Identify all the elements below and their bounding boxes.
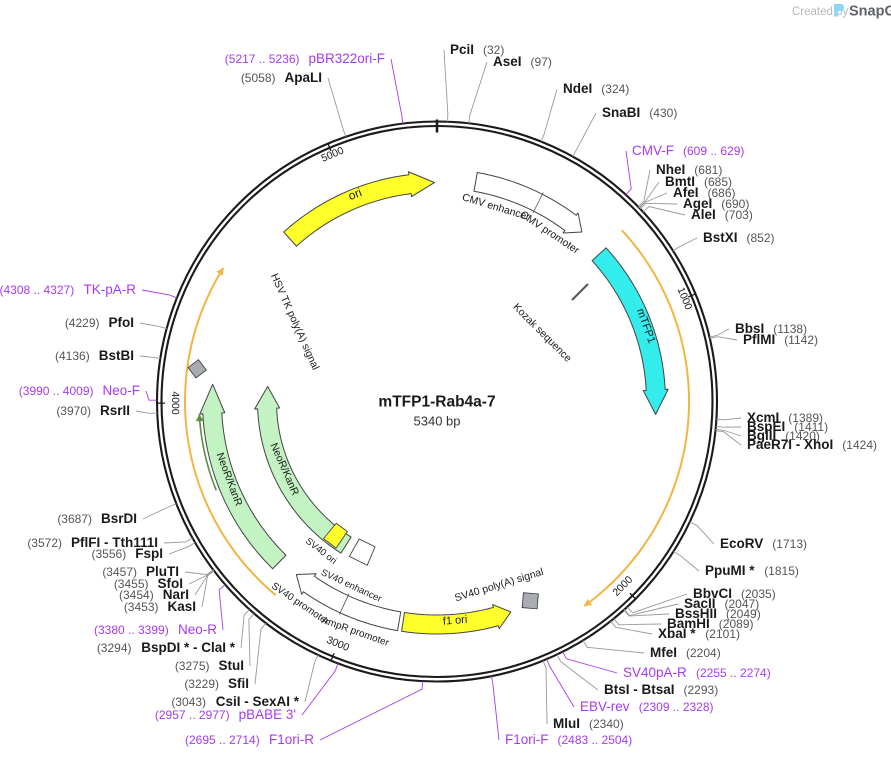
- svg-text:PfoI: PfoI: [109, 315, 135, 330]
- svg-text:(4308 .. 4327): (4308 .. 4327): [0, 283, 74, 297]
- svg-text:(3970): (3970): [56, 404, 91, 418]
- svg-text:F1ori-R: F1ori-R: [269, 732, 314, 747]
- svg-text:EBV-rev: EBV-rev: [580, 699, 630, 714]
- svg-text:(3043): (3043): [171, 695, 206, 709]
- svg-text:(2483 .. 2504): (2483 .. 2504): [558, 733, 633, 747]
- svg-text:BtsI - BtsaI: BtsI - BtsaI: [604, 682, 675, 697]
- svg-text:(1815): (1815): [764, 564, 799, 578]
- svg-text:(2309 .. 2328): (2309 .. 2328): [639, 700, 714, 714]
- svg-text:NdeI: NdeI: [563, 81, 592, 96]
- svg-text:(2957 .. 2977): (2957 .. 2977): [155, 708, 230, 722]
- svg-text:(97): (97): [531, 55, 552, 69]
- svg-text:PaeR7I - XhoI: PaeR7I - XhoI: [747, 437, 833, 452]
- svg-text:(3229): (3229): [184, 677, 219, 691]
- svg-text:(1713): (1713): [772, 537, 807, 551]
- svg-text:Neo-F: Neo-F: [102, 383, 140, 398]
- svg-text:(2695 .. 2714): (2695 .. 2714): [185, 733, 260, 747]
- svg-text:(3457): (3457): [102, 565, 137, 579]
- svg-text:(1142): (1142): [784, 333, 818, 347]
- svg-text:(3380 .. 3399): (3380 .. 3399): [94, 623, 169, 637]
- svg-text:AseI: AseI: [493, 54, 522, 69]
- svg-text:EcoRV: EcoRV: [720, 536, 763, 551]
- svg-text:(703): (703): [725, 208, 753, 222]
- svg-text:pBR322ori-F: pBR322ori-F: [308, 51, 385, 66]
- svg-text:(609 .. 629): (609 .. 629): [683, 144, 744, 158]
- svg-text:(2101): (2101): [705, 627, 740, 641]
- svg-text:SnapGene: SnapGene: [849, 4, 891, 20]
- svg-text:(3687): (3687): [57, 512, 92, 526]
- svg-text:F1ori-F: F1ori-F: [505, 732, 549, 747]
- svg-text:(5217 .. 5236): (5217 .. 5236): [225, 52, 300, 66]
- svg-text:PflMI: PflMI: [743, 332, 775, 347]
- svg-text:MfeI: MfeI: [650, 645, 677, 660]
- svg-text:Neo-R: Neo-R: [178, 622, 217, 637]
- svg-text:(4136): (4136): [55, 349, 90, 363]
- svg-text:XbaI *: XbaI *: [658, 626, 696, 641]
- svg-text:SV40pA-R: SV40pA-R: [623, 665, 687, 680]
- svg-text:(1424): (1424): [842, 438, 877, 452]
- svg-text:ApaLI: ApaLI: [284, 70, 322, 85]
- svg-text:(2340): (2340): [589, 717, 624, 731]
- svg-text:(2204): (2204): [686, 646, 721, 660]
- svg-text:BsrDI: BsrDI: [101, 511, 137, 526]
- svg-text:(3453): (3453): [124, 600, 159, 614]
- svg-text:(430): (430): [649, 106, 677, 120]
- svg-text:SfiI: SfiI: [228, 676, 249, 691]
- svg-text:CMV-F: CMV-F: [632, 143, 674, 158]
- svg-text:BstXI: BstXI: [703, 230, 738, 245]
- svg-text:(3990 .. 4009): (3990 .. 4009): [19, 384, 94, 398]
- svg-text:(3294): (3294): [97, 641, 132, 655]
- svg-text:PpuMI *: PpuMI *: [705, 563, 755, 578]
- svg-text:(4229): (4229): [65, 316, 100, 330]
- svg-text:(3572): (3572): [27, 536, 62, 550]
- svg-text:5340 bp: 5340 bp: [414, 414, 461, 429]
- svg-text:(3455): (3455): [114, 577, 149, 591]
- svg-text:(852): (852): [747, 231, 775, 245]
- svg-text:PciI: PciI: [450, 42, 474, 57]
- svg-text:mTFP1-Rab4a-7: mTFP1-Rab4a-7: [378, 394, 495, 411]
- svg-text:BstBI: BstBI: [99, 348, 134, 363]
- svg-text:(324): (324): [601, 82, 629, 96]
- svg-text:AleI: AleI: [691, 207, 716, 222]
- svg-text:(2293): (2293): [684, 683, 719, 697]
- svg-text:MluI: MluI: [553, 716, 580, 731]
- svg-text:4000: 4000: [169, 391, 181, 415]
- svg-text:PluTI: PluTI: [146, 564, 179, 579]
- svg-text:PflFI - Tth111I: PflFI - Tth111I: [71, 535, 158, 550]
- svg-text:(5058): (5058): [241, 71, 276, 85]
- svg-text:RsrII: RsrII: [100, 403, 130, 418]
- svg-text:BspDI * - ClaI *: BspDI * - ClaI *: [141, 640, 236, 655]
- svg-text:SnaBI: SnaBI: [602, 105, 640, 120]
- svg-text:(2255 .. 2274): (2255 .. 2274): [696, 666, 771, 680]
- svg-text:pBABE 3': pBABE 3': [239, 707, 296, 722]
- svg-text:(3275): (3275): [175, 659, 210, 673]
- svg-text:f1 ori: f1 ori: [442, 614, 467, 628]
- svg-text:StuI: StuI: [219, 658, 245, 673]
- svg-text:CsiI - SexAI *: CsiI - SexAI *: [216, 694, 300, 709]
- svg-text:TK-pA-R: TK-pA-R: [83, 282, 136, 297]
